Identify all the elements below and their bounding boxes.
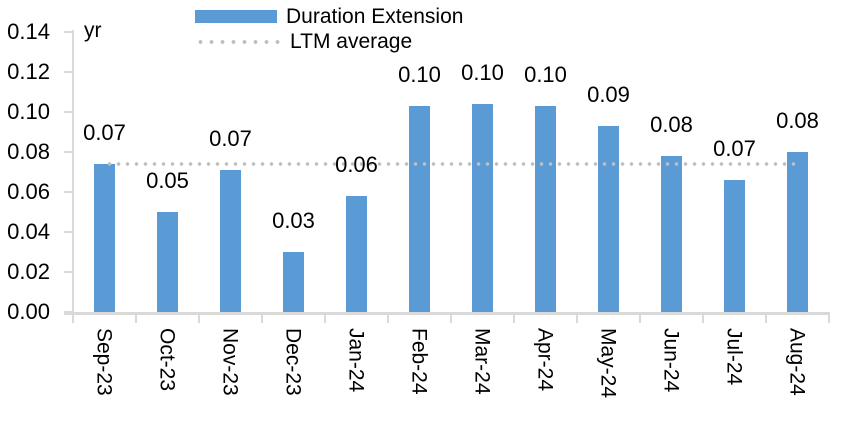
bar-oct-23: [157, 212, 178, 312]
x-tick: [513, 312, 515, 323]
y-tick: [64, 111, 73, 113]
chart-legend: Duration Extension LTM average: [195, 4, 463, 54]
x-tick: [198, 312, 200, 323]
y-axis-unit-label: yr: [84, 19, 102, 42]
x-tick: [135, 312, 137, 323]
y-axis-line: [72, 30, 74, 314]
y-tick: [64, 271, 73, 273]
legend-item-ltm-average: LTM average: [195, 29, 463, 54]
x-tick-label-feb-24: Feb-24: [407, 328, 431, 395]
x-tick: [576, 312, 578, 323]
bar-jul-24: [724, 180, 745, 312]
dotted-line-swatch-icon: [195, 39, 281, 44]
bar-sep-23: [94, 164, 115, 312]
bar-value-label: 0.05: [146, 168, 189, 193]
bar-value-label: 0.10: [461, 60, 504, 85]
x-tick-label-jun-24: Jun-24: [659, 328, 683, 393]
y-tick-label: 0.04: [7, 219, 50, 244]
y-tick: [64, 231, 73, 233]
x-tick-label-dec-23: Dec-23: [281, 328, 305, 396]
bar-dec-23: [283, 252, 304, 312]
ltm-average-line: [104, 162, 798, 166]
y-tick-label: 0.02: [7, 259, 50, 284]
bar-value-label: 0.06: [335, 152, 378, 177]
x-tick-label-aug-24: Aug-24: [785, 328, 809, 396]
bar-value-label: 0.08: [776, 108, 819, 133]
x-tick-label-sep-23: Sep-23: [92, 328, 116, 396]
x-tick: [72, 312, 74, 323]
x-axis-line: [64, 312, 830, 315]
y-tick: [64, 191, 73, 193]
bar-may-24: [598, 126, 619, 312]
bar-value-label: 0.03: [272, 208, 315, 233]
x-tick: [828, 312, 830, 323]
bar-value-label: 0.10: [524, 62, 567, 87]
x-tick-label-nov-23: Nov-23: [218, 328, 242, 396]
bar-value-label: 0.10: [398, 62, 441, 87]
y-tick: [64, 71, 73, 73]
x-tick: [702, 312, 704, 323]
bar-jan-24: [346, 196, 367, 312]
legend-item-duration-extension: Duration Extension: [195, 4, 463, 29]
y-tick-label: 0.12: [7, 59, 50, 84]
bar-apr-24: [535, 106, 556, 312]
y-tick-label: 0.10: [7, 99, 50, 124]
bar-series-swatch-icon: [195, 10, 277, 23]
y-tick: [64, 151, 73, 153]
x-tick-label-may-24: May-24: [596, 328, 620, 399]
x-tick-label-mar-24: Mar-24: [470, 328, 494, 395]
y-tick: [64, 31, 73, 33]
x-tick-label-apr-24: Apr-24: [533, 328, 557, 392]
bar-value-label: 0.08: [650, 112, 693, 137]
x-tick: [765, 312, 767, 323]
bar-value-label: 0.09: [587, 82, 630, 107]
legend-label-duration-extension: Duration Extension: [286, 4, 464, 28]
y-tick-label: 0.14: [7, 19, 50, 44]
x-tick-label-jul-24: Jul-24: [722, 328, 746, 386]
x-tick: [261, 312, 263, 323]
bar-value-label: 0.07: [83, 120, 126, 145]
bar-nov-23: [220, 170, 241, 312]
x-tick-label-oct-23: Oct-23: [155, 328, 179, 392]
x-tick: [450, 312, 452, 323]
y-tick-label: 0.00: [7, 299, 50, 324]
bar-value-label: 0.07: [209, 126, 252, 151]
y-tick-label: 0.08: [7, 139, 50, 164]
bar-feb-24: [409, 106, 430, 312]
x-tick-label-jan-24: Jan-24: [344, 328, 368, 393]
y-tick-label: 0.06: [7, 179, 50, 204]
x-tick: [387, 312, 389, 323]
bar-aug-24: [787, 152, 808, 312]
bar-value-label: 0.07: [713, 136, 756, 161]
bar-jun-24: [661, 156, 682, 312]
y-tick: [64, 311, 73, 313]
x-tick: [639, 312, 641, 323]
legend-label-ltm-average: LTM average: [290, 29, 413, 53]
x-tick: [324, 312, 326, 323]
bar-mar-24: [472, 104, 493, 312]
